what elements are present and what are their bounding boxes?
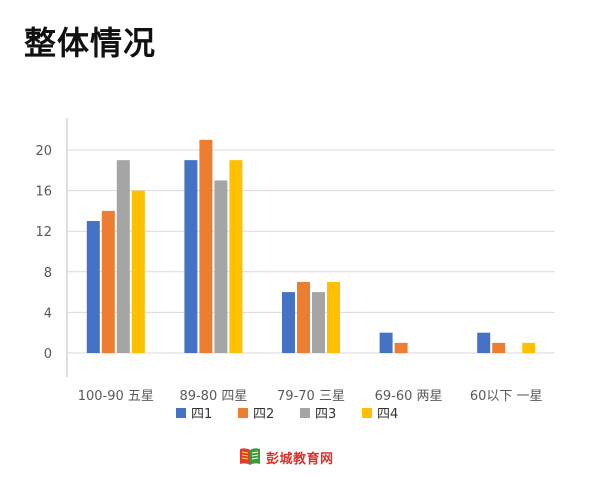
bar <box>312 292 325 353</box>
x-tick-label: 79-70 三星 <box>277 389 345 404</box>
x-tick-label: 60以下 一星 <box>470 389 543 404</box>
legend-swatch <box>238 408 248 418</box>
bar <box>229 160 243 353</box>
x-tick-label: 89-80 四星 <box>179 389 247 404</box>
legend-label: 四4 <box>377 407 398 422</box>
bar <box>327 281 340 353</box>
legend-swatch <box>362 408 372 418</box>
bar <box>184 160 198 353</box>
bar <box>379 332 393 353</box>
y-tick-label: 20 <box>35 144 52 159</box>
bar <box>199 139 213 353</box>
bar <box>131 190 145 353</box>
logo: 彭城教育网 <box>238 447 334 467</box>
legend-swatch <box>300 408 310 418</box>
legend-label: 四1 <box>191 407 212 422</box>
y-tick-label: 0 <box>44 347 52 362</box>
x-tick-label: 69-60 两星 <box>375 389 443 404</box>
bar <box>214 180 228 353</box>
y-tick-label: 12 <box>35 225 52 240</box>
bar <box>394 342 408 353</box>
legend-label: 四2 <box>253 407 274 422</box>
legend-swatch <box>176 408 186 418</box>
bar <box>86 221 100 353</box>
y-tick-label: 16 <box>35 185 52 200</box>
bar <box>522 342 536 353</box>
bar <box>116 160 130 353</box>
legend-label: 四3 <box>315 407 336 422</box>
bar <box>492 342 506 353</box>
bar <box>297 281 310 353</box>
y-tick-label: 4 <box>44 306 52 321</box>
page-title: 整体情况 <box>24 24 157 62</box>
y-tick-label: 8 <box>44 266 52 281</box>
bar <box>101 210 115 353</box>
logo-text: 彭城教育网 <box>266 451 334 467</box>
x-tick-label: 100-90 五星 <box>78 389 154 404</box>
bar <box>477 332 491 353</box>
book-logo-icon <box>240 448 260 465</box>
bar <box>282 292 295 353</box>
